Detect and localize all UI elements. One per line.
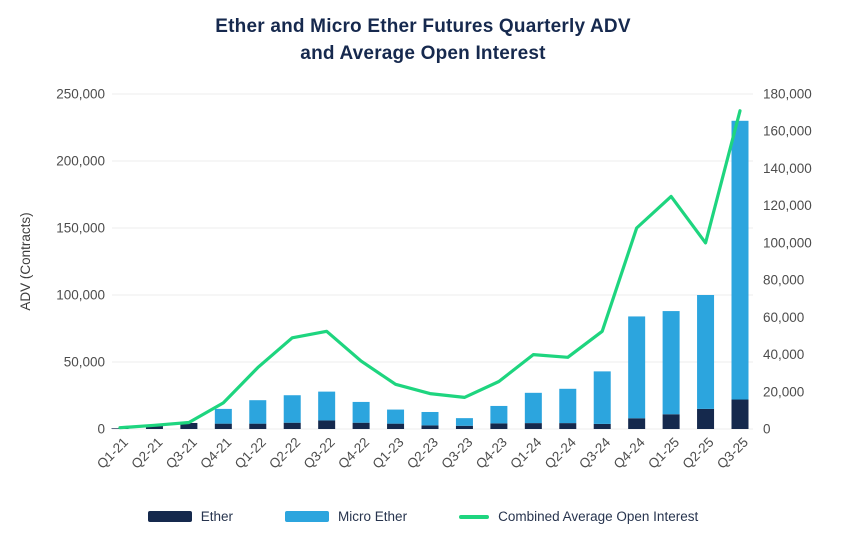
adv-stacked-bars bbox=[111, 120, 749, 429]
legend-item-open-interest: Combined Average Open Interest bbox=[459, 509, 698, 524]
chart-legend: Ether Micro Ether Combined Average Open … bbox=[0, 509, 846, 524]
left-axis-title: ADV (Contracts) bbox=[18, 212, 33, 310]
svg-text:Q2-23: Q2-23 bbox=[404, 435, 441, 472]
svg-text:120,000: 120,000 bbox=[763, 198, 812, 213]
svg-text:Q3-25: Q3-25 bbox=[714, 435, 751, 472]
svg-text:Q2-24: Q2-24 bbox=[542, 434, 579, 471]
right-axis-tick-labels: 0 20,000 40,000 60,000 80,000 100,000 120,000 1… bbox=[763, 87, 812, 437]
micro-ether-bar bbox=[731, 120, 749, 400]
svg-text:200,000: 200,000 bbox=[56, 154, 105, 169]
micro-ether-bar bbox=[283, 395, 301, 423]
open-interest-legend-label: Combined Average Open Interest bbox=[498, 509, 699, 524]
ether-bar bbox=[593, 423, 611, 429]
svg-text:100,000: 100,000 bbox=[763, 235, 812, 250]
micro-ether-bar bbox=[524, 392, 542, 424]
chart-title-line-2: and Average Open Interest bbox=[300, 42, 546, 64]
svg-text:0: 0 bbox=[763, 422, 771, 437]
ether-bar bbox=[387, 423, 405, 429]
open-interest-legend-swatch bbox=[459, 514, 490, 519]
micro-ether-bar bbox=[662, 311, 680, 415]
ether-bar bbox=[421, 425, 439, 429]
micro-ether-bar bbox=[697, 295, 715, 409]
micro-ether-bar bbox=[421, 411, 439, 426]
svg-text:50,000: 50,000 bbox=[64, 355, 105, 370]
svg-text:40,000: 40,000 bbox=[763, 347, 804, 362]
ether-bar bbox=[559, 423, 577, 429]
svg-text:60,000: 60,000 bbox=[763, 310, 804, 325]
micro-ether-bar bbox=[593, 371, 611, 424]
svg-text:250,000: 250,000 bbox=[56, 87, 105, 102]
ether-bar bbox=[180, 422, 198, 429]
legend-item-micro-ether: Micro Ether bbox=[285, 509, 407, 524]
ether-bar bbox=[318, 420, 336, 429]
open-interest-line bbox=[118, 109, 742, 430]
chart-title: Ether and Micro Ether Futures Quarterly … bbox=[0, 14, 846, 68]
ether-bar bbox=[524, 423, 542, 429]
svg-text:150,000: 150,000 bbox=[56, 221, 105, 236]
svg-text:Q2-25: Q2-25 bbox=[680, 435, 717, 472]
svg-text:Q1-23: Q1-23 bbox=[370, 435, 407, 472]
svg-text:Q4-23: Q4-23 bbox=[473, 435, 510, 472]
svg-text:Q4-22: Q4-22 bbox=[335, 435, 372, 472]
ether-bar bbox=[455, 425, 473, 429]
chart-title-line-1: Ether and Micro Ether Futures Quarterly … bbox=[215, 16, 631, 37]
micro-ether-bar bbox=[628, 316, 646, 419]
svg-text:Q4-24: Q4-24 bbox=[611, 434, 648, 471]
ether-bar bbox=[697, 408, 715, 429]
svg-text:Q1-22: Q1-22 bbox=[232, 435, 269, 472]
svg-text:Q3-24: Q3-24 bbox=[576, 434, 613, 471]
svg-text:Q1-21: Q1-21 bbox=[94, 435, 131, 472]
gridlines bbox=[112, 93, 753, 430]
micro-ether-bar bbox=[214, 408, 232, 424]
micro-ether-legend-swatch bbox=[285, 511, 330, 522]
svg-text:Q3-22: Q3-22 bbox=[301, 435, 338, 472]
svg-text:Q2-22: Q2-22 bbox=[266, 435, 303, 472]
micro-ether-bar bbox=[455, 418, 473, 426]
svg-text:Q2-21: Q2-21 bbox=[128, 435, 165, 472]
ether-bar bbox=[283, 422, 301, 429]
micro-ether-bar bbox=[318, 391, 336, 421]
left-axis-tick-labels: 0 50,000 100,000 150,000 200,000 250,000 bbox=[56, 87, 105, 437]
ether-legend-label: Ether bbox=[200, 509, 234, 524]
ether-bar bbox=[490, 423, 508, 429]
micro-ether-bar bbox=[559, 388, 577, 424]
svg-text:Q1-25: Q1-25 bbox=[645, 435, 682, 472]
svg-text:Q1-24: Q1-24 bbox=[507, 434, 544, 471]
ether-bar bbox=[214, 423, 232, 429]
micro-ether-bar bbox=[249, 400, 267, 424]
svg-text:20,000: 20,000 bbox=[763, 384, 804, 399]
svg-text:Q4-21: Q4-21 bbox=[197, 435, 234, 472]
micro-ether-bar bbox=[352, 401, 370, 423]
svg-text:180,000: 180,000 bbox=[763, 87, 812, 102]
svg-text:140,000: 140,000 bbox=[763, 161, 812, 176]
svg-text:100,000: 100,000 bbox=[56, 288, 105, 303]
svg-text:Q3-21: Q3-21 bbox=[163, 435, 200, 472]
ether-bar bbox=[145, 424, 163, 429]
micro-ether-bar bbox=[490, 405, 508, 424]
ether-legend-swatch bbox=[147, 511, 192, 522]
ether-bar bbox=[249, 423, 267, 429]
legend-item-ether: Ether bbox=[147, 509, 234, 524]
ether-bar bbox=[662, 414, 680, 429]
ether-bar bbox=[628, 418, 646, 429]
svg-text:160,000: 160,000 bbox=[763, 124, 812, 139]
svg-text:80,000: 80,000 bbox=[763, 273, 804, 288]
micro-ether-bar bbox=[387, 409, 405, 424]
x-axis-labels: Q1-21Q2-21Q3-21Q4-21Q1-22Q2-22Q3-22Q4-22… bbox=[94, 434, 751, 471]
ether-bar bbox=[352, 422, 370, 429]
micro-ether-legend-label: Micro Ether bbox=[338, 509, 408, 524]
svg-text:0: 0 bbox=[97, 422, 105, 437]
svg-text:Q3-23: Q3-23 bbox=[438, 435, 475, 472]
ether-bar bbox=[731, 399, 749, 429]
